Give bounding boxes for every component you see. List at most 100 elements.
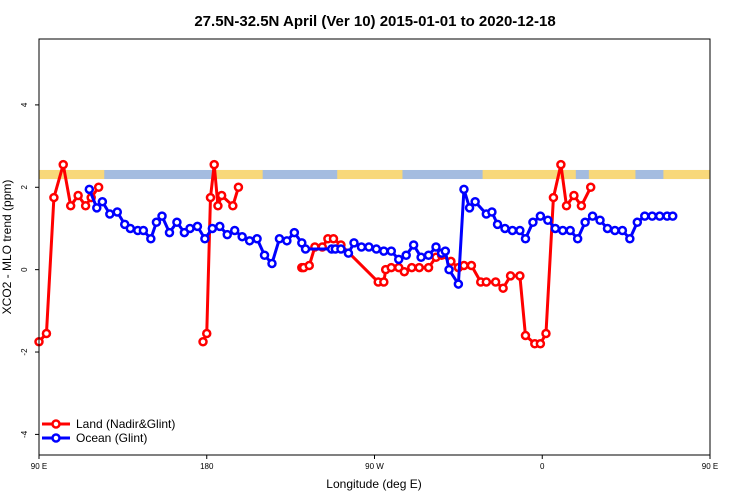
- data-point: [515, 225, 525, 236]
- data-point: [216, 190, 227, 201]
- data-point: [192, 221, 203, 232]
- data-point: [65, 201, 76, 211]
- data-point: [587, 211, 598, 221]
- legend-label: Ocean (Glint): [76, 431, 147, 445]
- map-strip-land: [663, 169, 710, 180]
- data-point: [215, 221, 225, 232]
- data-point: [259, 250, 270, 260]
- data-point: [572, 234, 583, 244]
- chart-title: 27.5N-32.5N April (Ver 10) 2015-01-01 to…: [194, 13, 555, 30]
- data-point: [500, 223, 510, 234]
- data-point: [393, 254, 404, 265]
- data-point: [157, 211, 167, 221]
- data-point: [138, 225, 149, 236]
- data-point: [349, 238, 359, 248]
- data-point: [520, 234, 531, 244]
- data-point: [336, 244, 346, 254]
- data-point: [300, 244, 311, 254]
- data-point: [213, 201, 223, 211]
- data-point: [267, 258, 277, 269]
- y-tick-label: 2: [20, 185, 29, 190]
- y-axis: -4 -2 0 2 4: [20, 102, 39, 438]
- data-point: [576, 201, 587, 211]
- data-point: [416, 252, 426, 263]
- y-tick-label: 0: [20, 267, 29, 272]
- data-point: [289, 227, 300, 238]
- legend-marker: [51, 419, 61, 429]
- legend-marker: [51, 433, 61, 443]
- data-point: [274, 234, 285, 244]
- data-point: [222, 229, 233, 240]
- data-point: [105, 209, 115, 219]
- data-point: [610, 225, 620, 236]
- data-point: [198, 336, 208, 347]
- data-point: [73, 190, 83, 201]
- x-axis-label: Longitude (deg E): [326, 477, 421, 491]
- data-point: [304, 260, 315, 271]
- data-point: [200, 234, 210, 244]
- data-point: [423, 262, 434, 273]
- data-point: [580, 217, 590, 228]
- data-point: [423, 250, 434, 260]
- y-tick-label: -4: [20, 430, 29, 438]
- y-axis-label: XCO2 - MLO trend (ppm): [0, 180, 14, 315]
- data-point: [414, 262, 424, 273]
- data-point: [172, 217, 182, 228]
- data-point: [233, 182, 244, 193]
- series-land: [34, 159, 596, 349]
- data-point: [399, 266, 410, 277]
- data-point: [595, 215, 605, 225]
- data-point: [343, 248, 354, 258]
- data-point: [207, 223, 218, 234]
- data-point: [490, 277, 501, 287]
- data-point: [453, 279, 464, 289]
- data-point: [125, 223, 136, 234]
- data-point: [507, 225, 518, 236]
- data-point: [164, 227, 175, 238]
- data-point: [535, 339, 546, 349]
- data-point: [58, 159, 68, 170]
- data-point: [328, 234, 339, 244]
- map-strip-land: [482, 169, 576, 180]
- data-point: [93, 182, 104, 193]
- data-point: [386, 262, 397, 273]
- data-point: [602, 223, 613, 234]
- data-point: [41, 328, 52, 339]
- data-point: [565, 225, 575, 236]
- data-point: [464, 203, 475, 213]
- data-point: [80, 201, 91, 211]
- data-point: [379, 246, 389, 256]
- data-point: [548, 192, 559, 203]
- data-point: [440, 246, 451, 256]
- data-point: [356, 242, 367, 252]
- data-point: [209, 159, 219, 170]
- data-point: [654, 211, 665, 221]
- data-point: [112, 207, 123, 217]
- data-point: [585, 182, 596, 193]
- map-strip: [39, 169, 710, 180]
- data-point: [401, 250, 411, 260]
- data-point: [470, 196, 480, 207]
- y-tick-label: 4: [20, 102, 29, 107]
- data-point: [558, 225, 568, 236]
- x-tick-label: 90 E: [702, 462, 718, 471]
- data-point: [244, 236, 255, 246]
- data-point: [505, 271, 516, 281]
- data-point: [625, 234, 635, 244]
- data-point: [49, 192, 59, 203]
- map-strip-land: [588, 169, 636, 180]
- data-point: [408, 240, 419, 250]
- data-point: [459, 260, 469, 271]
- data-point: [561, 201, 572, 211]
- data-point: [528, 217, 538, 228]
- data-point: [647, 211, 657, 221]
- y-tick-label: -2: [20, 348, 29, 356]
- map-strip-land: [214, 169, 263, 180]
- data-point: [282, 236, 292, 246]
- x-axis: 90 E 180 90 W 0 90 E: [31, 455, 718, 471]
- data-point: [407, 262, 417, 273]
- data-point: [487, 207, 497, 217]
- data-point: [541, 328, 551, 339]
- data-point: [481, 277, 492, 287]
- data-point: [444, 264, 454, 275]
